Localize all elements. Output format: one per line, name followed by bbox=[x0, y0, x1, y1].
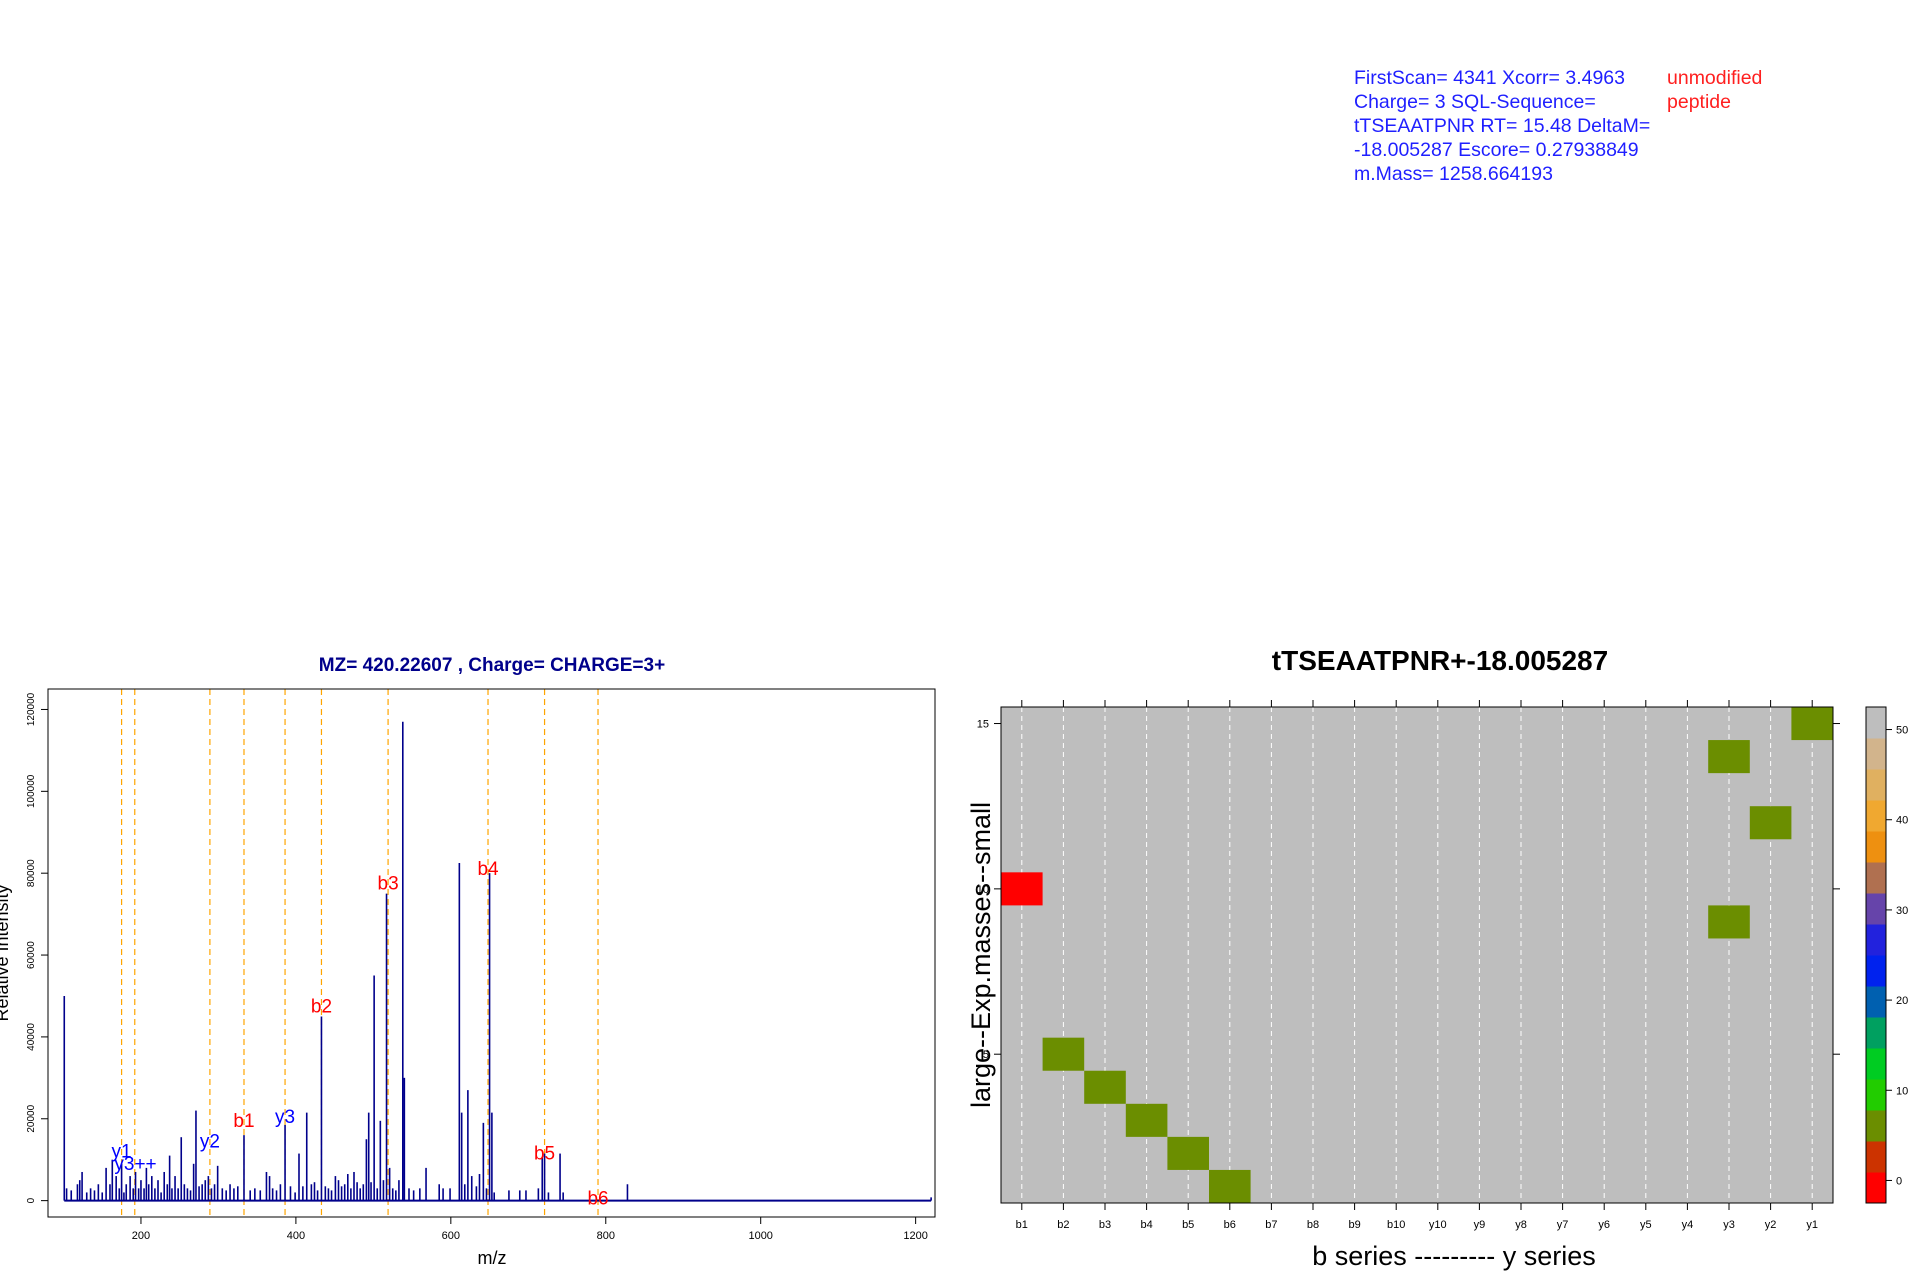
peak-annotation-y2: y2 bbox=[200, 1131, 220, 1152]
y-tick-label: 20000 bbox=[26, 1104, 37, 1132]
y-tick-label: 40000 bbox=[26, 1023, 37, 1051]
modification-status-text: unmodified peptide bbox=[1667, 67, 1763, 113]
spectrum-y-label: Relative Intensity bbox=[0, 884, 12, 1021]
peak-annotation-y3: y3 bbox=[275, 1107, 295, 1128]
peak-annotation-b2: b2 bbox=[311, 996, 332, 1017]
x-tick-label: 1200 bbox=[903, 1230, 927, 1242]
peak-annotation-b4: b4 bbox=[477, 859, 499, 880]
scan-info-text: FirstScan= 4341 Xcorr= 3.4963 Charge= 3 … bbox=[1354, 67, 1651, 185]
x-tick-label: 800 bbox=[597, 1230, 615, 1242]
spectrum-y-axis: 0 20000 40000 60000 80000 100000 120000 bbox=[26, 692, 49, 1203]
y-tick-label: 0 bbox=[26, 1197, 37, 1203]
x-tick-label: 200 bbox=[132, 1230, 150, 1242]
peak-annotation-b1: b1 bbox=[233, 1111, 254, 1132]
peak-annotation-y1: y1 bbox=[112, 1142, 132, 1163]
y-tick-label: 80000 bbox=[26, 859, 37, 887]
peak-annotation-y3++: y3++ bbox=[114, 1154, 156, 1175]
y-tick-label: 120000 bbox=[26, 692, 37, 726]
y-tick-label: 60000 bbox=[26, 941, 37, 969]
peak-annotation-b3: b3 bbox=[378, 874, 399, 895]
spectrum-guide-lines bbox=[120, 689, 599, 1217]
x-tick-label: 600 bbox=[442, 1230, 460, 1242]
spectrum-x-label: m/z bbox=[478, 1248, 507, 1268]
spectrum-x-axis: 200 400 600 800 1000 1200 bbox=[132, 1216, 928, 1242]
x-tick-label: 400 bbox=[287, 1230, 305, 1242]
peak-annotation-b6: b6 bbox=[587, 1189, 608, 1210]
spectrum-title: MZ= 420.22607 , Charge= CHARGE=3+ bbox=[319, 655, 665, 676]
peak-annotation-b5: b5 bbox=[534, 1144, 555, 1165]
y-tick-label: 100000 bbox=[26, 774, 37, 808]
spectrum-peaks bbox=[63, 721, 932, 1202]
x-tick-label: 1000 bbox=[748, 1230, 772, 1242]
